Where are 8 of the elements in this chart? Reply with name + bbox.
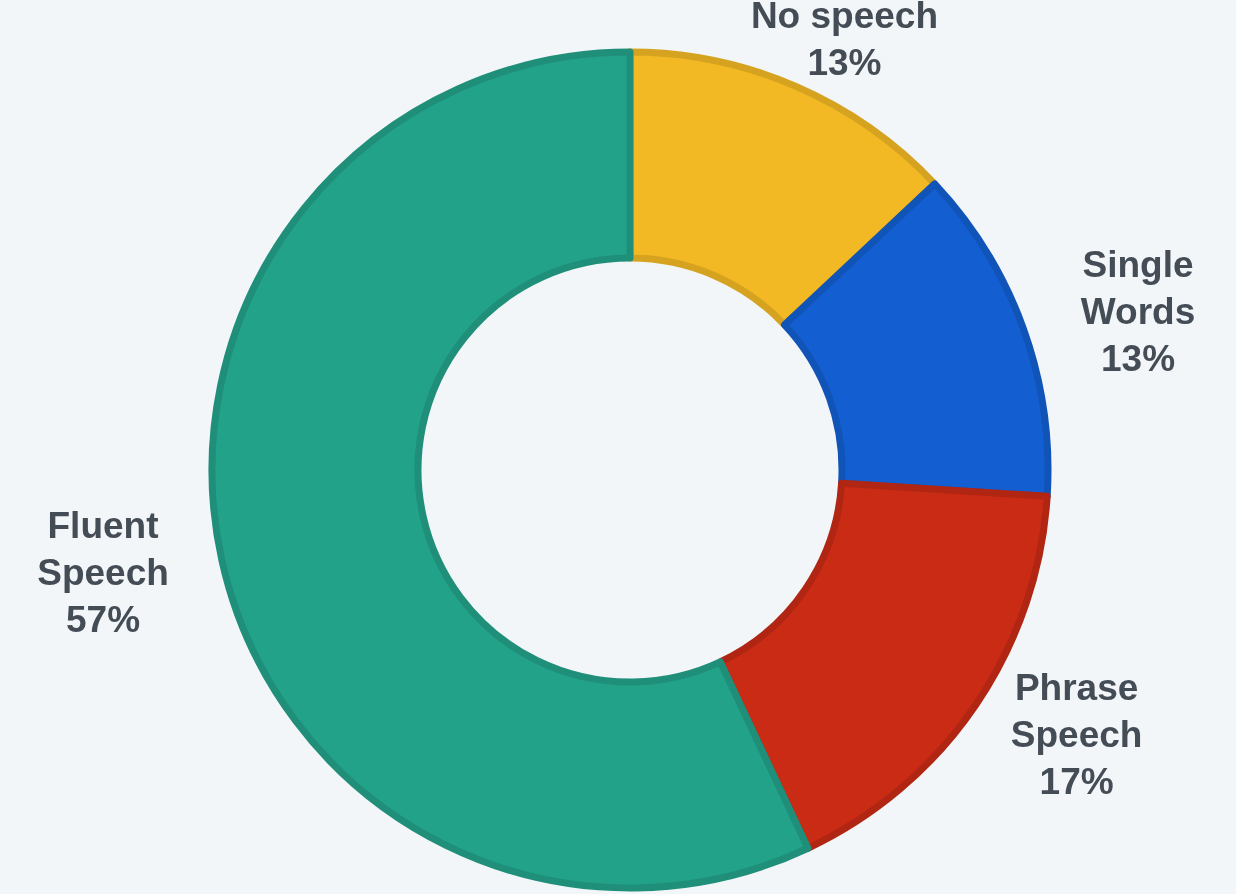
data-label: 17% (1039, 761, 1114, 803)
slice-label: No speech (750, 0, 939, 37)
slice-label: Fluent Speech (37, 505, 169, 594)
slice-label: Phrase Speech (1010, 667, 1143, 756)
data-label: 13% (1101, 337, 1176, 379)
data-label: 13% (807, 42, 882, 84)
slice-label: Single Words (1080, 243, 1196, 332)
data-label: 57% (65, 599, 141, 641)
